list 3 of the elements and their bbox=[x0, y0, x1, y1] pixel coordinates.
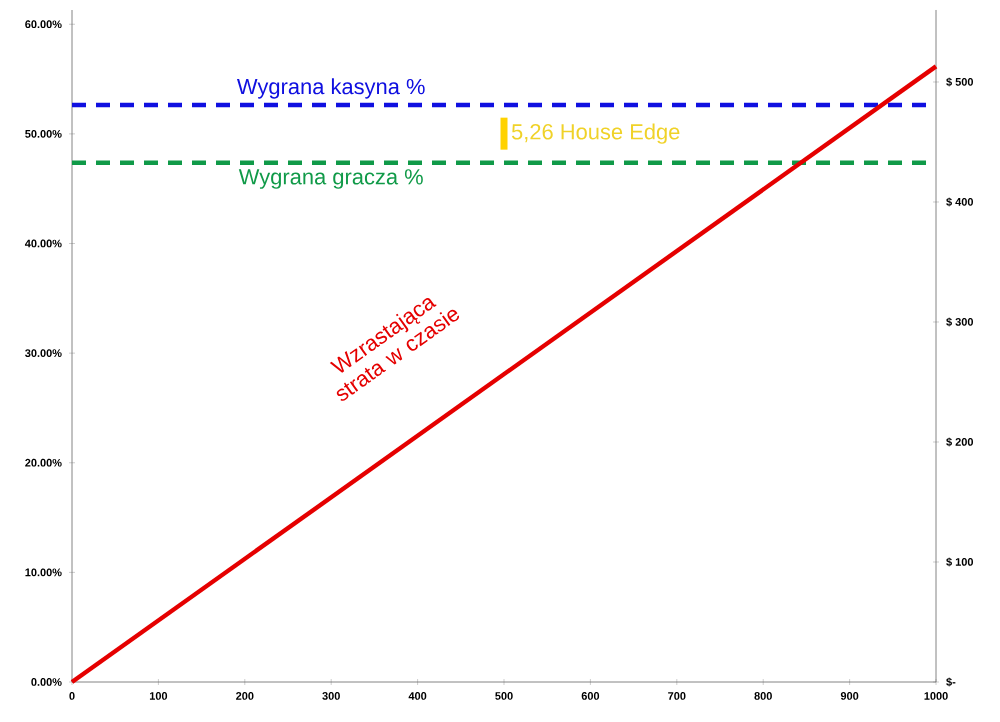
ref-line-label: Wygrana kasyna % bbox=[236, 78, 425, 99]
annotation: 5,26 House Edge bbox=[511, 123, 680, 144]
ref-line-label: Wygrana gracza % bbox=[238, 169, 423, 189]
